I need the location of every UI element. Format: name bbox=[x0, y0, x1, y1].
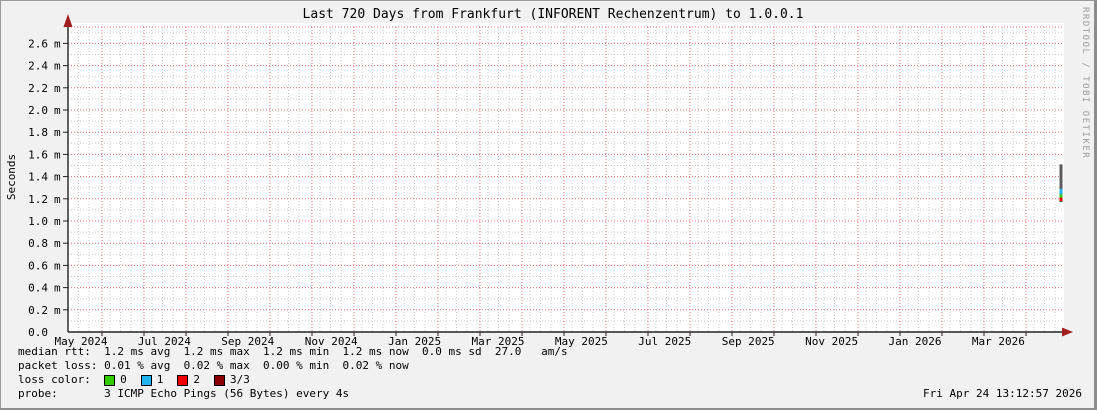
x-tick-label: Nov 2025 bbox=[805, 335, 858, 348]
loss-color-swatch bbox=[213, 374, 225, 386]
y-tick-unit: m bbox=[54, 282, 61, 295]
y-tick-label: 0.0 bbox=[28, 326, 48, 339]
loss-level-label: 3/3 bbox=[229, 373, 250, 386]
packet-loss-stats: packet loss: 0.01 % avg 0.02 % max 0.00 … bbox=[18, 359, 409, 372]
loss-color-legend: loss color: 0 1 2 3/3 bbox=[18, 373, 1082, 387]
y-tick-unit: m bbox=[54, 104, 61, 117]
y-tick-unit: m bbox=[54, 237, 61, 250]
loss-level-label: 0 bbox=[120, 373, 127, 386]
x-tick-label: Sep 2024 bbox=[221, 335, 274, 348]
y-tick-unit: m bbox=[54, 259, 61, 272]
y-tick-label: 1.2 bbox=[28, 193, 48, 206]
y-tick-unit: m bbox=[54, 304, 61, 317]
y-tick-label: 0.4 bbox=[28, 282, 48, 295]
x-tick-label: May 2025 bbox=[555, 335, 608, 348]
y-tick-unit: m bbox=[54, 37, 61, 50]
y-tick-unit: m bbox=[54, 82, 61, 95]
loss-color-swatch bbox=[177, 374, 189, 386]
y-tick-unit: m bbox=[54, 126, 61, 139]
y-tick-label: 1.6 bbox=[28, 148, 48, 161]
x-tick-label: Nov 2024 bbox=[305, 335, 358, 348]
loss-color-label: loss color: bbox=[18, 373, 105, 386]
loss-color-items: 0 1 2 3/3 bbox=[104, 373, 264, 387]
rrdtool-watermark: RRDTOOL / TOBI OETIKER bbox=[1080, 7, 1090, 160]
x-tick-label: Sep 2025 bbox=[722, 335, 775, 348]
loss-color-swatch bbox=[140, 374, 152, 386]
y-tick-unit: m bbox=[54, 60, 61, 73]
y-tick-label: 2.2 bbox=[28, 82, 48, 95]
x-tick-label: May 2024 bbox=[55, 335, 108, 348]
x-tick-label: Jan 2025 bbox=[388, 335, 441, 348]
data-loss-1 bbox=[1059, 188, 1063, 195]
x-axis-arrow bbox=[1062, 327, 1073, 337]
y-tick-label: 1.4 bbox=[28, 171, 48, 184]
y-tick-label: 2.0 bbox=[28, 104, 48, 117]
y-tick-label: 0.6 bbox=[28, 259, 48, 272]
y-tick-label: 0.8 bbox=[28, 237, 48, 250]
loss-level-item: 0 bbox=[104, 373, 127, 387]
loss-level-item: 1 bbox=[140, 373, 164, 387]
x-tick-label: Jul 2025 bbox=[638, 335, 691, 348]
y-tick-label: 0.2 bbox=[28, 304, 48, 317]
chart-title: Last 720 Days from Frankfurt (INFORENT R… bbox=[302, 7, 804, 22]
probe-row: probe: 3 ICMP Echo Pings (56 Bytes) ever… bbox=[18, 387, 1082, 401]
y-tick-label: 1.8 bbox=[28, 126, 48, 139]
x-tick-label: Mar 2026 bbox=[972, 335, 1025, 348]
x-tick-label: Jul 2024 bbox=[138, 335, 191, 348]
x-tick-label: Mar 2025 bbox=[472, 335, 525, 348]
y-tick-label: 2.4 bbox=[28, 60, 48, 73]
loss-level-item: 2 bbox=[177, 373, 200, 387]
data-loss-2 bbox=[1059, 197, 1063, 202]
x-tick-label: Jan 2026 bbox=[889, 335, 942, 348]
probe-description: probe: 3 ICMP Echo Pings (56 Bytes) ever… bbox=[18, 387, 350, 400]
generated-timestamp: Fri Apr 24 13:12:57 2026 bbox=[923, 387, 1082, 400]
loss-level-item: 3/3 bbox=[213, 373, 250, 387]
median-rtt-stats: median rtt: 1.2 ms avg 1.2 ms max 1.2 ms… bbox=[18, 345, 568, 358]
y-tick-label: 1.0 bbox=[28, 215, 48, 228]
y-tick-unit: m bbox=[54, 171, 61, 184]
loss-level-label: 2 bbox=[193, 373, 200, 386]
y-axis-arrow bbox=[63, 14, 73, 27]
y-tick-unit: m bbox=[54, 193, 61, 206]
y-tick-unit: m bbox=[54, 215, 61, 228]
data-smoke bbox=[1059, 164, 1063, 203]
plot-canvas bbox=[68, 23, 1064, 332]
loss-color-swatch bbox=[104, 374, 116, 386]
y-tick-label: 2.6 bbox=[28, 37, 48, 50]
y-tick-unit: m bbox=[54, 148, 61, 161]
stats-footer: median rtt: 1.2 ms avg 1.2 ms max 1.2 ms… bbox=[18, 345, 1082, 401]
loss-level-label: 1 bbox=[156, 373, 164, 386]
data-loss-0 bbox=[1059, 194, 1063, 198]
